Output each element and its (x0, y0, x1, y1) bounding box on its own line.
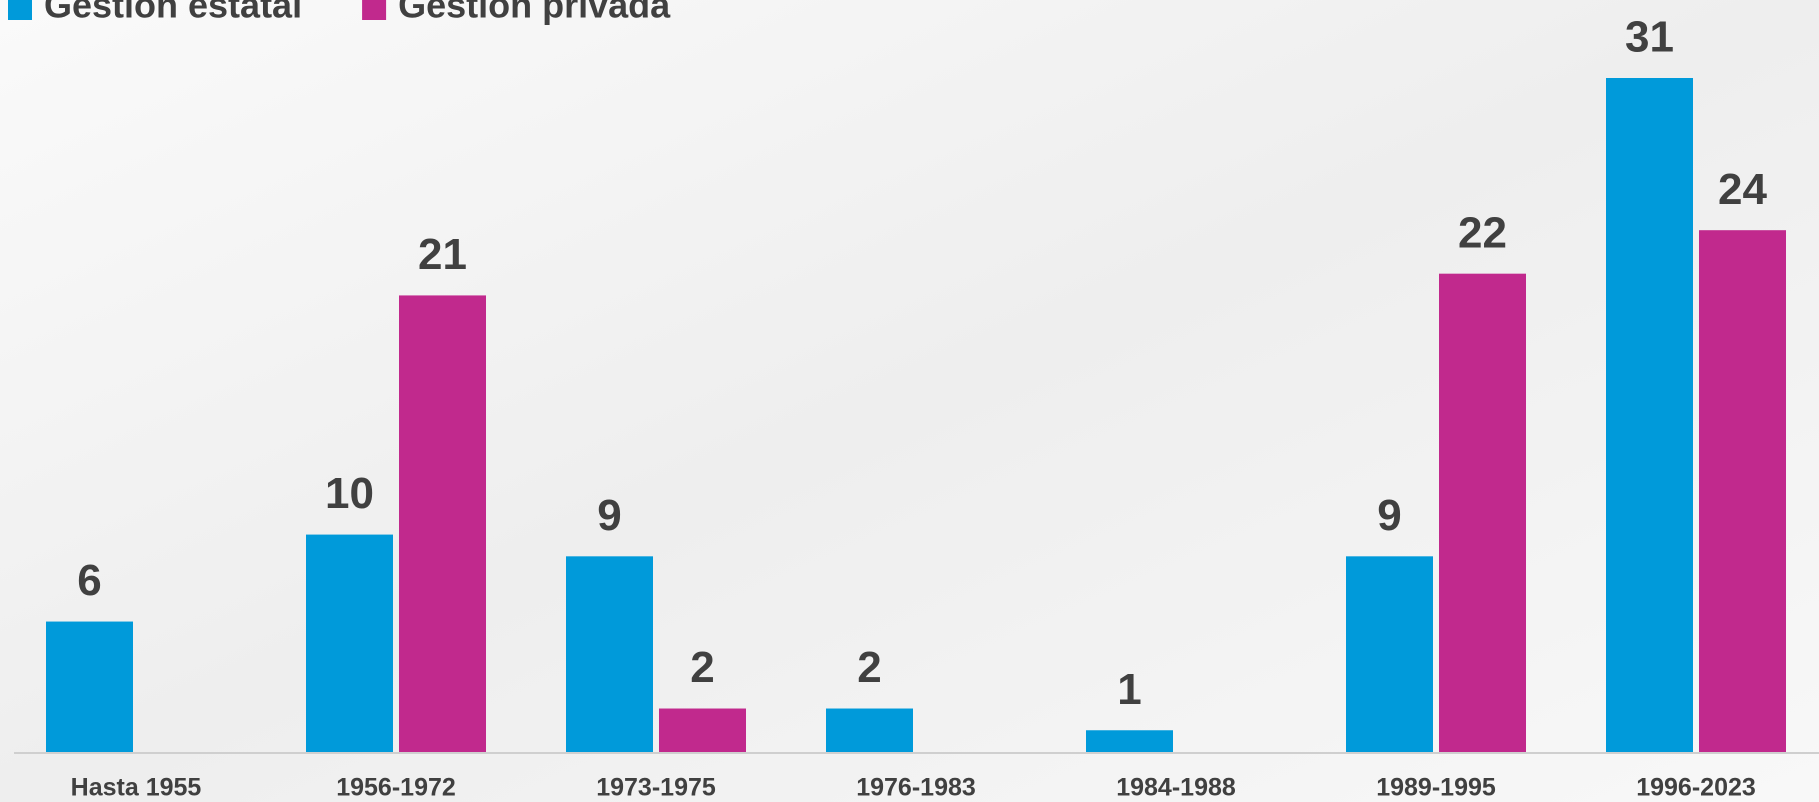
bar (1606, 78, 1693, 752)
value-label: 1 (1117, 665, 1141, 714)
legend-label: Gestión privada (398, 0, 671, 26)
value-label: 24 (1718, 165, 1767, 214)
x-tick-label: 1956-1972 (336, 774, 456, 802)
bar (1699, 230, 1786, 752)
bar (1086, 730, 1173, 752)
x-tick-label: 1973-1975 (596, 774, 716, 802)
value-label: 6 (77, 556, 101, 605)
x-tick-label: Hasta 1955 (71, 774, 202, 802)
value-label: 9 (1377, 491, 1401, 540)
value-label: 31 (1625, 13, 1674, 62)
value-label: 10 (325, 469, 374, 518)
value-label: 21 (418, 230, 467, 279)
value-label: 2 (857, 643, 881, 692)
legend-label: Gestión estatal (44, 0, 302, 26)
legend-swatch (8, 0, 32, 20)
value-label: 22 (1458, 208, 1507, 257)
x-tick-label: 1984-1988 (1116, 774, 1236, 802)
bar (399, 295, 486, 752)
bar (1439, 273, 1526, 752)
value-label: 9 (597, 491, 621, 540)
x-tick-label: 1989-1995 (1376, 774, 1496, 802)
bar (826, 708, 913, 752)
bar (566, 556, 653, 752)
x-tick-label: 1996-2023 (1636, 774, 1756, 802)
bar (306, 534, 393, 752)
value-label: 2 (690, 643, 714, 692)
bar (1346, 556, 1433, 752)
legend-swatch (362, 0, 387, 20)
x-tick-label: 1976-1983 (856, 774, 976, 802)
bar (46, 621, 133, 752)
bar (659, 708, 746, 752)
